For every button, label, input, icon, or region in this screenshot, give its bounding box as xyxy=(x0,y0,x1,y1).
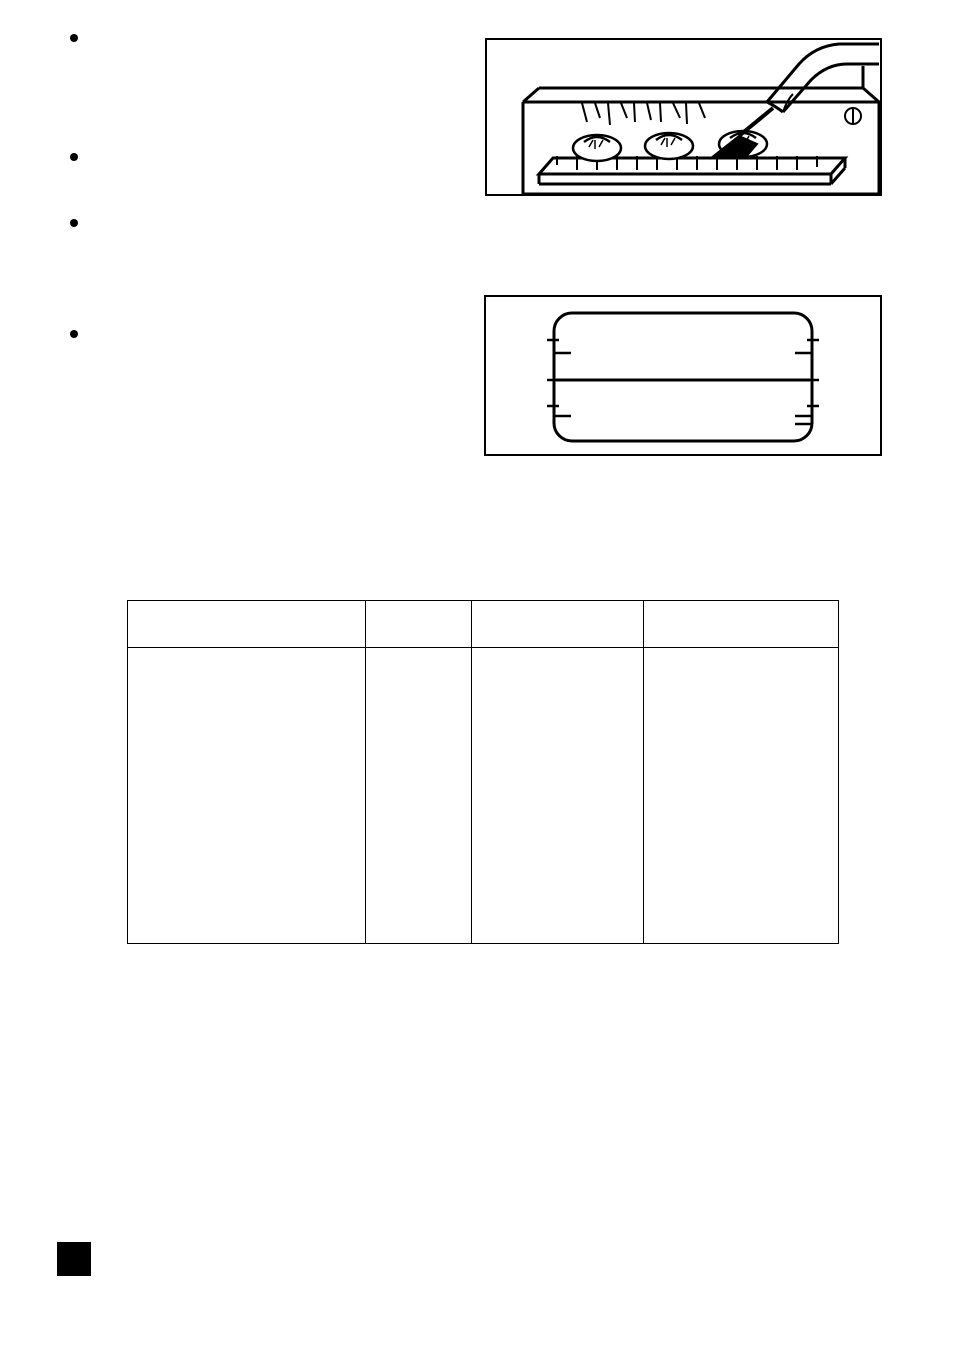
grilling-chart-table xyxy=(127,600,839,944)
bullet-dot-icon xyxy=(70,153,78,161)
oven-cavity-icon xyxy=(547,310,819,445)
table-header-row xyxy=(128,601,839,648)
bullet-dot-icon xyxy=(70,330,78,338)
bullet-dot-icon xyxy=(70,34,78,42)
table-row xyxy=(128,648,839,944)
bullet-item: Bullet point text 2 placeholder for addi… xyxy=(70,149,440,183)
bullet-item: Bullet point 3 placeholder text goes her… xyxy=(70,215,440,232)
bullet-item: Bullet point text 1 placeholder for gril… xyxy=(70,30,440,64)
table-header-cell xyxy=(644,601,839,648)
page-number-marker xyxy=(57,1242,91,1276)
bullet-list: Bullet point text 1 placeholder for gril… xyxy=(70,30,440,403)
table-header-cell xyxy=(471,601,644,648)
bullet-item: Bullet point 4 placeholder final item. xyxy=(70,326,440,343)
grill-drawing-icon xyxy=(487,40,882,196)
table-cell xyxy=(471,648,644,944)
table-cell xyxy=(644,648,839,944)
oven-cavity-illustration xyxy=(484,295,882,456)
table-cell xyxy=(365,648,471,944)
grill-illustration xyxy=(485,38,882,196)
table-header-cell xyxy=(128,601,366,648)
bullet-dot-icon xyxy=(70,219,78,227)
table-header-cell xyxy=(365,601,471,648)
table-cell xyxy=(128,648,366,944)
